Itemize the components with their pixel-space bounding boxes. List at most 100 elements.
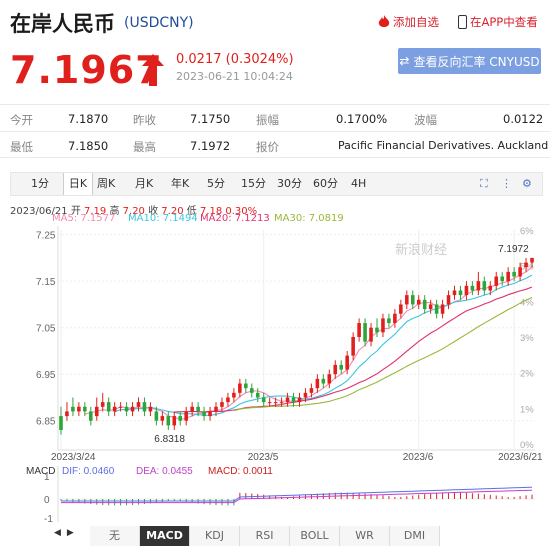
candle-body (410, 295, 415, 305)
candle-body (476, 281, 481, 291)
candle-body (172, 416, 177, 426)
candle-body (249, 388, 254, 393)
candle-body (387, 318, 391, 324)
candle-body (452, 290, 457, 296)
candle-body (178, 416, 183, 421)
pct-tick-label: 4% (520, 297, 534, 308)
period-tab[interactable]: 30分 (277, 177, 302, 190)
period-tab[interactable]: 15分 (241, 177, 266, 190)
add-watchlist-label: 添加自选 (393, 15, 439, 29)
pct-tick-label: 0% (520, 440, 534, 451)
y-tick-label: 7.05 (36, 324, 56, 335)
ma20-line (174, 286, 533, 413)
candle-body (65, 411, 69, 417)
candle-body (267, 402, 272, 404)
candle-body (345, 355, 349, 370)
candle-body (500, 276, 504, 282)
candle-body (416, 299, 421, 305)
pct-tick-label: 1% (520, 404, 534, 415)
candle-body (148, 406, 153, 412)
prev-close-label: 昨收 (133, 113, 156, 127)
x-tick-label: 2023/3/24 (51, 452, 96, 463)
view-in-app-link[interactable]: 在APP中查看 (458, 14, 538, 30)
high-label: 最高 (133, 140, 156, 154)
candle-body (339, 364, 344, 370)
candle-body (464, 285, 469, 296)
ohlc-close: 7.20 (161, 206, 184, 217)
add-watchlist-link[interactable]: 添加自选 (378, 14, 439, 30)
period-tab[interactable]: 1分 (31, 177, 49, 190)
next-arrow-icon[interactable]: ▶ (66, 528, 74, 538)
pct-tick-label: 2% (520, 369, 534, 380)
candle-body (59, 416, 63, 431)
candle-body (279, 402, 284, 404)
candle-body (238, 383, 242, 393)
open-label: 今开 (10, 113, 33, 127)
period-tab[interactable]: 60分 (313, 177, 338, 190)
ohlc-open: 7.19 (84, 206, 107, 217)
ohlc-close-label: 收 (148, 206, 159, 217)
ohlc-open-label: 开 (70, 206, 81, 217)
indicator-nav: ◀ ▶ (54, 528, 74, 538)
reverse-rate-button[interactable]: ⇄ 查看反向汇率 CNYUSD (398, 48, 541, 74)
x-tick-label: 2023/5 (248, 452, 279, 463)
candle-body (393, 313, 397, 324)
period-tab[interactable]: 年K (171, 177, 190, 190)
ma20-legend: MA20: 7.1213 (200, 213, 270, 224)
ma5-legend: MA5: 7.1577 (52, 213, 116, 224)
candle-body (184, 411, 188, 421)
low-value: 7.1850 (68, 139, 109, 153)
kline-chart[interactable]: 7.257.157.056.956.856%5%4%3%2%1%0%2023/3… (0, 224, 550, 526)
prev-arrow-icon[interactable]: ◀ (54, 528, 61, 538)
reverse-rate-label: 查看反向汇率 CNYUSD (413, 54, 540, 69)
period-tab[interactable]: 月K (135, 177, 154, 190)
period-tab[interactable]: 5分 (207, 177, 225, 190)
kline-type-icon[interactable]: ⋮ (501, 177, 512, 190)
candle-body (482, 281, 487, 291)
candle-body (524, 262, 528, 268)
ohlc-high-label: 高 (109, 206, 120, 217)
indicator-tab[interactable]: 无 (90, 526, 140, 546)
phone-icon (458, 15, 467, 29)
period-tab[interactable]: 4H (351, 177, 367, 190)
candle-body (166, 416, 171, 426)
indicator-tab[interactable]: MACD (140, 526, 190, 546)
macd-tick: -1 (44, 514, 53, 525)
period-tab[interactable]: 日K (63, 173, 93, 195)
indicator-tab[interactable]: DMI (390, 526, 440, 546)
ma10-legend: MA10: 7.1494 (128, 213, 198, 224)
candle-body (506, 271, 510, 282)
candle-body (327, 374, 332, 384)
candle-body (363, 323, 367, 342)
candle-body (273, 402, 278, 404)
swap-icon: ⇄ (399, 54, 410, 68)
candle-body (351, 337, 355, 356)
candle-body (369, 327, 373, 342)
candle-body (130, 406, 135, 412)
candle-body (77, 406, 81, 412)
high-annotation: 7.1972 (498, 244, 529, 255)
settings-icon[interactable]: ⚙ (522, 177, 532, 190)
candle-body (375, 327, 379, 333)
candle-body (261, 397, 266, 403)
candle-body (285, 397, 290, 403)
indicator-tab[interactable]: BOLL (290, 526, 340, 546)
ma5-line (84, 266, 533, 421)
candle-body (220, 402, 224, 407)
symbol-code: (USDCNY) (124, 15, 194, 31)
macd-tick: 0 (44, 495, 50, 506)
indicator-tab[interactable]: WR (340, 526, 390, 546)
indicator-tab[interactable]: RSI (240, 526, 290, 546)
candle-body (422, 299, 427, 310)
candle-body (100, 402, 105, 407)
candle-body (71, 406, 75, 412)
candle-body (512, 271, 516, 277)
period-tab[interactable]: 周K (97, 177, 116, 190)
ohlc-high: 7.20 (122, 206, 145, 217)
candle-body (255, 392, 260, 398)
candle-body (112, 406, 117, 412)
candle-body (208, 411, 212, 417)
candle-body (333, 364, 338, 375)
indicator-tab[interactable]: KDJ (190, 526, 240, 546)
expand-icon[interactable]: ⛶ (480, 177, 488, 190)
